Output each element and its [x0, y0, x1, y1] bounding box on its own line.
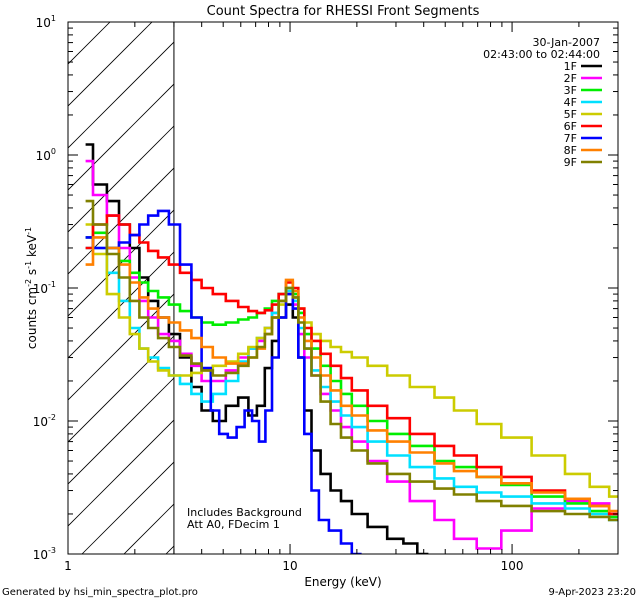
legend-label-7f: 7F: [564, 132, 577, 145]
hatch-line: [68, 377, 174, 485]
axes: 1 10 100 10-3 10-2 10-1 100 101: [33, 14, 619, 573]
annotation-background: Includes Background: [187, 506, 302, 519]
legend-label-9f: 9F: [564, 156, 577, 169]
chart-title: Count Spectra for RHESSI Front Segments: [207, 4, 480, 19]
series-line-7f: [85, 209, 362, 554]
y-tick-label: 100: [36, 147, 56, 163]
x-axis-label: Energy (keV): [304, 575, 381, 589]
x-tick-label: 10: [282, 559, 297, 573]
annotation-attenuator: Att A0, FDecim 1: [187, 518, 280, 531]
footer-generated-by: Generated by hsi_min_spectra_plot.pro: [2, 587, 198, 598]
legend-label-3f: 3F: [564, 84, 577, 97]
legend-label-2f: 2F: [564, 72, 577, 85]
hatch-line: [68, 419, 174, 527]
date-label: 30-Jan-2007: [533, 36, 601, 49]
hatch-line: [68, 167, 174, 275]
hatch-line: [0, 0, 10, 554]
hatch-line: [68, 251, 174, 359]
hatch-line: [123, 503, 174, 554]
y-tick-label: 10-2: [33, 413, 56, 429]
y-axis-label: counts cm-2 s-1 keV-1: [24, 227, 39, 349]
legend-label-1f: 1F: [564, 60, 577, 73]
hatch-line: [68, 293, 174, 401]
legend-label-4f: 4F: [564, 96, 577, 109]
series-line-3f: [85, 231, 618, 519]
hatch-line: [0, 0, 94, 554]
hatch-line: [68, 22, 153, 107]
hatch-line: [81, 461, 174, 554]
series-line-4f: [85, 246, 618, 522]
series-line-9f: [85, 199, 618, 522]
y-tick-label: 101: [36, 14, 56, 30]
hatch-line: [68, 125, 174, 233]
plot-frame: [67, 21, 619, 555]
hatch-line: [68, 209, 174, 317]
series-line-1f: [85, 143, 429, 554]
hatch-line: [250, 0, 640, 554]
series-line-5f: [85, 223, 618, 498]
legend-label-6f: 6F: [564, 120, 577, 133]
x-tick-label: 1: [64, 559, 72, 573]
time-range-label: 02:43:00 to 02:44:00: [483, 48, 600, 61]
legend-label-8f: 8F: [564, 144, 577, 157]
series-line-8f: [85, 236, 618, 513]
series-group: [85, 143, 618, 554]
x-tick-label: 100: [501, 559, 524, 573]
hatch-line: [68, 22, 111, 65]
footer-timestamp: 9-Apr-2023 23:20: [549, 587, 636, 598]
y-tick-label: 10-1: [33, 280, 56, 296]
hatch-line: [68, 83, 174, 191]
hatch-line: [68, 41, 174, 149]
y-tick-label: 10-3: [33, 546, 56, 562]
legend-label-5f: 5F: [564, 108, 577, 121]
